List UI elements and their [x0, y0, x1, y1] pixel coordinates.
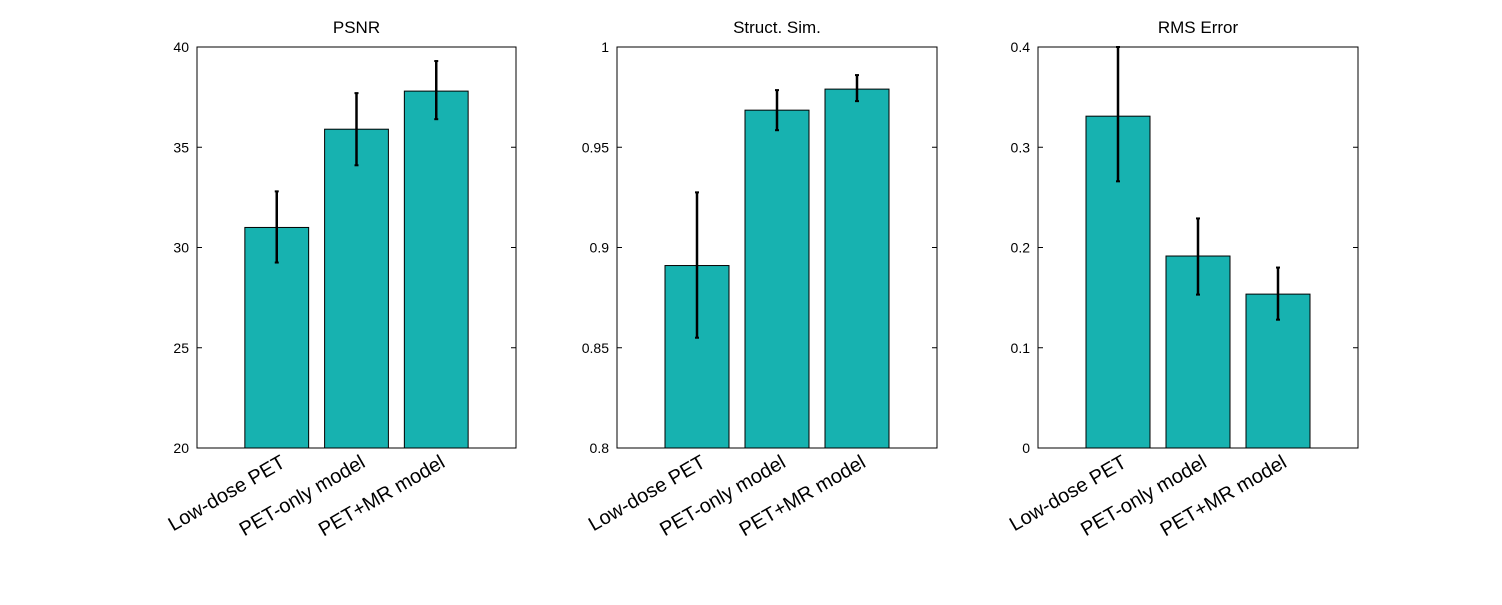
y-tick-label: 35	[173, 139, 189, 155]
bar	[403, 90, 469, 449]
y-tick-label: 0	[1022, 440, 1030, 456]
bar	[744, 109, 810, 449]
y-tick-label: 0.2	[1011, 240, 1031, 256]
y-tick-label: 0.3	[1011, 139, 1031, 155]
y-tick-label: 0.4	[1011, 39, 1031, 55]
bar	[244, 226, 310, 449]
y-tick-label: 20	[173, 440, 189, 456]
y-tick-label: 1	[601, 39, 609, 55]
bar	[824, 88, 890, 449]
y-tick-label: 0.95	[582, 139, 609, 155]
y-tick-label: 0.85	[582, 340, 609, 356]
subplot-title: RMS Error	[1158, 18, 1239, 37]
y-tick-label: 40	[173, 39, 189, 55]
y-tick-label: 30	[173, 240, 189, 256]
bar	[324, 128, 389, 449]
y-tick-label: 0.1	[1011, 340, 1031, 356]
y-tick-label: 25	[173, 340, 189, 356]
subplot-title: PSNR	[333, 18, 380, 37]
y-tick-label: 0.9	[590, 240, 610, 256]
y-tick-label: 0.8	[590, 440, 610, 456]
subplot-title: Struct. Sim.	[733, 18, 821, 37]
